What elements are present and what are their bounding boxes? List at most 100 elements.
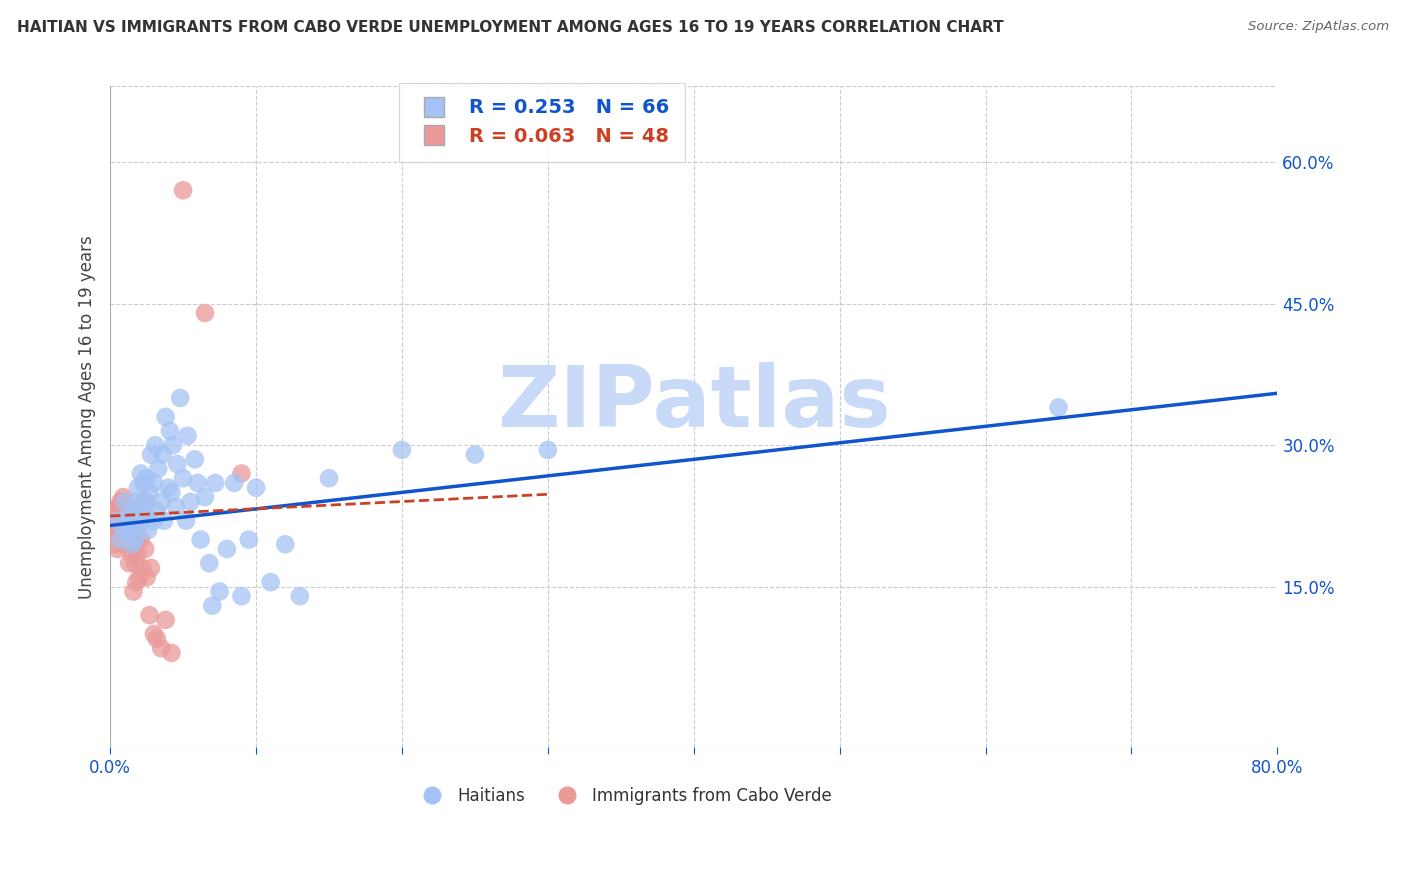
Haitians xyxy=(198,556,221,570)
Immigrants from Cabo Verde xyxy=(107,514,129,528)
Haitians xyxy=(208,584,231,599)
Immigrants from Cabo Verde xyxy=(112,490,135,504)
Haitians xyxy=(138,485,160,500)
Haitians xyxy=(135,495,157,509)
Immigrants from Cabo Verde xyxy=(231,467,253,481)
Immigrants from Cabo Verde xyxy=(125,575,148,590)
Haitians xyxy=(125,514,148,528)
Immigrants from Cabo Verde xyxy=(108,528,131,542)
Haitians xyxy=(224,475,246,490)
Haitians xyxy=(128,518,150,533)
Haitians xyxy=(391,442,413,457)
Haitians xyxy=(157,481,180,495)
Haitians xyxy=(152,448,174,462)
Haitians xyxy=(184,452,207,467)
Haitians xyxy=(121,537,143,551)
Immigrants from Cabo Verde xyxy=(105,504,128,518)
Immigrants from Cabo Verde xyxy=(107,542,129,557)
Haitians xyxy=(159,424,181,438)
Haitians xyxy=(190,533,212,547)
Immigrants from Cabo Verde xyxy=(114,504,136,518)
Immigrants from Cabo Verde xyxy=(138,608,160,623)
Immigrants from Cabo Verde xyxy=(131,561,153,575)
Immigrants from Cabo Verde xyxy=(121,547,143,561)
Haitians xyxy=(145,438,167,452)
Immigrants from Cabo Verde xyxy=(105,523,128,537)
Haitians xyxy=(117,514,139,528)
Haitians xyxy=(150,495,173,509)
Haitians xyxy=(274,537,297,551)
Immigrants from Cabo Verde xyxy=(150,641,173,656)
Immigrants from Cabo Verde xyxy=(135,570,157,584)
Haitians xyxy=(187,475,209,490)
Haitians xyxy=(169,391,191,405)
Haitians xyxy=(139,448,162,462)
Haitians xyxy=(127,481,149,495)
Haitians xyxy=(135,471,157,485)
Immigrants from Cabo Verde xyxy=(117,518,139,533)
Haitians xyxy=(204,475,226,490)
Haitians xyxy=(129,467,152,481)
Haitians xyxy=(464,448,486,462)
Haitians xyxy=(238,533,260,547)
Text: Source: ZipAtlas.com: Source: ZipAtlas.com xyxy=(1249,20,1389,33)
Immigrants from Cabo Verde xyxy=(122,584,145,599)
Immigrants from Cabo Verde xyxy=(132,495,155,509)
Immigrants from Cabo Verde xyxy=(155,613,177,627)
Haitians xyxy=(160,485,183,500)
Immigrants from Cabo Verde xyxy=(103,537,125,551)
Haitians xyxy=(179,495,201,509)
Immigrants from Cabo Verde xyxy=(124,556,146,570)
Haitians xyxy=(148,462,170,476)
Immigrants from Cabo Verde xyxy=(125,533,148,547)
Immigrants from Cabo Verde xyxy=(121,523,143,537)
Immigrants from Cabo Verde xyxy=(129,533,152,547)
Haitians xyxy=(166,457,188,471)
Haitians xyxy=(131,508,153,523)
Haitians xyxy=(201,599,224,613)
Legend: Haitians, Immigrants from Cabo Verde: Haitians, Immigrants from Cabo Verde xyxy=(409,780,838,812)
Haitians xyxy=(172,471,194,485)
Text: ZIPatlas: ZIPatlas xyxy=(496,362,890,445)
Haitians xyxy=(125,495,148,509)
Haitians xyxy=(318,471,340,485)
Immigrants from Cabo Verde xyxy=(118,528,141,542)
Haitians xyxy=(288,589,311,603)
Haitians xyxy=(194,490,217,504)
Immigrants from Cabo Verde xyxy=(114,523,136,537)
Immigrants from Cabo Verde xyxy=(128,570,150,584)
Immigrants from Cabo Verde xyxy=(194,306,217,320)
Immigrants from Cabo Verde xyxy=(115,533,138,547)
Haitians xyxy=(128,500,150,514)
Haitians xyxy=(174,514,197,528)
Haitians xyxy=(118,523,141,537)
Haitians xyxy=(215,542,238,557)
Immigrants from Cabo Verde xyxy=(115,514,138,528)
Haitians xyxy=(121,518,143,533)
Haitians xyxy=(142,514,165,528)
Haitians xyxy=(245,481,267,495)
Haitians xyxy=(134,504,156,518)
Immigrants from Cabo Verde xyxy=(127,547,149,561)
Haitians xyxy=(142,475,165,490)
Haitians xyxy=(114,495,136,509)
Immigrants from Cabo Verde xyxy=(111,508,134,523)
Immigrants from Cabo Verde xyxy=(146,632,169,646)
Immigrants from Cabo Verde xyxy=(101,518,124,533)
Immigrants from Cabo Verde xyxy=(122,537,145,551)
Haitians xyxy=(107,514,129,528)
Haitians xyxy=(132,475,155,490)
Immigrants from Cabo Verde xyxy=(103,508,125,523)
Y-axis label: Unemployment Among Ages 16 to 19 years: Unemployment Among Ages 16 to 19 years xyxy=(79,235,96,599)
Immigrants from Cabo Verde xyxy=(160,646,183,660)
Immigrants from Cabo Verde xyxy=(110,495,132,509)
Haitians xyxy=(136,523,159,537)
Haitians xyxy=(124,533,146,547)
Immigrants from Cabo Verde xyxy=(139,561,162,575)
Haitians xyxy=(155,409,177,424)
Immigrants from Cabo Verde xyxy=(117,537,139,551)
Haitians xyxy=(231,589,253,603)
Immigrants from Cabo Verde xyxy=(120,504,142,518)
Haitians xyxy=(1047,401,1070,415)
Haitians xyxy=(165,500,187,514)
